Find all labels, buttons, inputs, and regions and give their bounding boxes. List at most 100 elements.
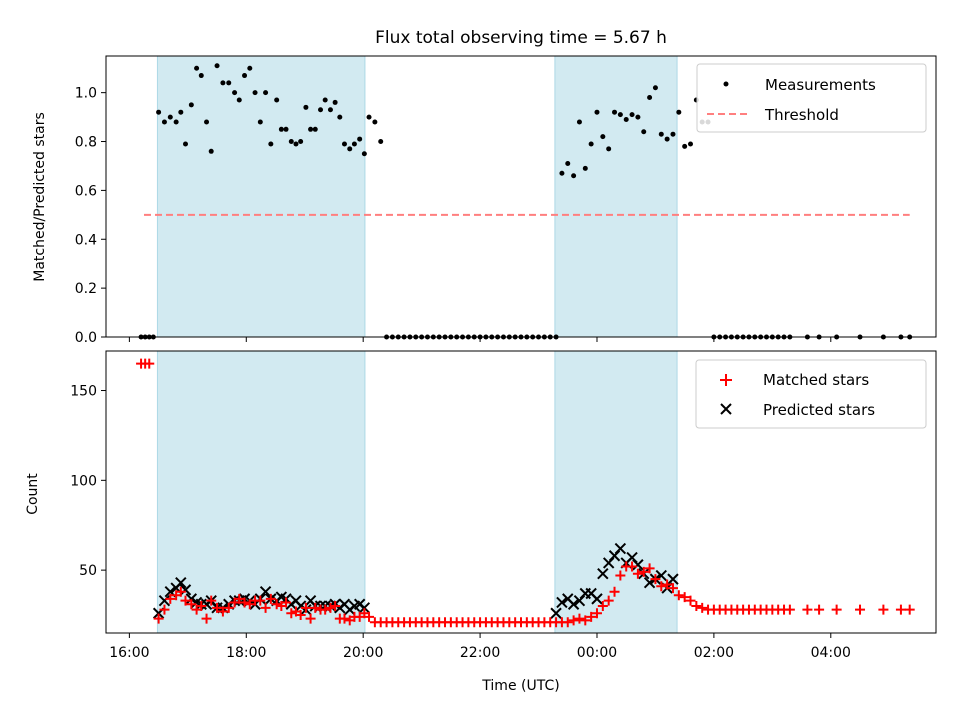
matched-star-point	[562, 617, 573, 628]
legend-predicted-marker	[720, 403, 732, 415]
measurement-point	[220, 80, 226, 86]
measurement-point	[347, 146, 353, 152]
measurement-point	[208, 148, 214, 154]
y-tick-label: 150	[70, 384, 97, 400]
count-legend-box	[695, 359, 927, 429]
y-tick-label: 0.0	[75, 330, 97, 346]
matched-star-point	[244, 599, 255, 610]
legend-measurements-label: Measurements	[765, 76, 876, 94]
y-tick-label: 0.2	[75, 281, 97, 297]
matched-star-point	[603, 595, 614, 606]
matched-star-point	[904, 604, 915, 615]
x-axis-label: Time (UTC)	[481, 678, 559, 694]
matched-star-point	[186, 599, 197, 610]
predicted-star-point	[614, 542, 627, 555]
y-tick-label: 50	[79, 563, 97, 579]
matched-star-point	[223, 602, 234, 613]
y-tick-label: 0.4	[75, 232, 97, 248]
measurement-point	[178, 109, 184, 115]
measurement-point	[378, 139, 384, 145]
measurement-point	[332, 99, 338, 105]
measurement-point	[635, 114, 641, 120]
measurement-point	[293, 141, 299, 147]
x-tick-label: 20:00	[343, 645, 383, 661]
matched-star-point	[638, 566, 649, 577]
matched-star-point	[144, 358, 155, 369]
measurement-point	[357, 136, 363, 142]
counts-layer	[136, 358, 915, 628]
measurement-point	[167, 114, 173, 120]
predicted-star-point	[550, 607, 562, 619]
matched-star-point	[673, 590, 684, 601]
matched-star-point	[175, 586, 186, 597]
predicted-star-point	[591, 593, 603, 605]
matched-star-point	[300, 602, 311, 613]
matched-star-point	[165, 593, 176, 604]
measurement-point	[623, 117, 629, 123]
matched-star-point	[597, 601, 608, 612]
measurement-point	[676, 109, 682, 115]
measurement-point	[688, 141, 694, 147]
measurement-point	[288, 139, 294, 145]
legend-matched-label: Matched stars	[763, 371, 869, 389]
ratio-legend: Measurements Threshold	[696, 63, 927, 133]
matched-star-point	[255, 595, 266, 606]
measurement-point	[156, 109, 162, 115]
count-axes: 50 100 150 16:00 18:00 20:00 22:00 00:00 02:00 04…	[70, 384, 851, 661]
measurement-point	[629, 112, 635, 118]
measurement-point	[312, 126, 318, 132]
measurement-point	[188, 102, 194, 108]
measurement-point	[263, 90, 269, 96]
measurement-point	[582, 165, 588, 171]
ratio-panel: 0.0 0.2 0.4 0.6 0.8 1.0 Matched/Predicted sta…	[32, 55, 937, 346]
count-plot-frame	[105, 350, 937, 634]
count-legend: Matched stars Predicted stars	[695, 359, 927, 429]
matched-star-point	[632, 568, 643, 579]
ratio-plot-frame	[105, 55, 937, 338]
measurement-point	[351, 141, 357, 147]
measurement-point	[647, 95, 653, 101]
measurement-point	[161, 119, 167, 125]
matched-star-point	[305, 613, 316, 624]
predicted-star-point	[294, 600, 307, 612]
matched-star-point	[364, 611, 375, 622]
matched-star-point	[212, 602, 223, 613]
predicted-star-point	[185, 593, 198, 605]
matched-star-point	[310, 602, 321, 613]
chart-title: Flux total observing time = 5.67 h	[375, 28, 667, 48]
measurement-point	[226, 80, 232, 86]
measurement-point	[303, 104, 309, 110]
ratio-y-axis-label: Matched/Predicted stars	[32, 112, 48, 282]
measurement-point	[337, 114, 343, 120]
measurement-point	[571, 173, 577, 179]
x-tick-label: 18:00	[226, 645, 266, 661]
measurement-point	[204, 119, 210, 125]
x-tick-label: 16:00	[109, 645, 149, 661]
matched-star-point	[159, 604, 170, 615]
measurement-point	[652, 85, 658, 91]
predicted-star-point	[158, 594, 171, 607]
matched-star-point	[697, 602, 708, 613]
measurement-point	[318, 107, 324, 113]
matched-star-point	[784, 604, 795, 615]
measurement-point	[232, 90, 238, 96]
predicted-star-point	[179, 584, 192, 596]
matched-star-point	[591, 608, 602, 619]
measurement-point	[308, 126, 314, 132]
matched-star-point	[153, 613, 164, 624]
ratio-legend-box	[696, 63, 927, 133]
matched-star-point	[586, 611, 597, 622]
matched-star-point	[627, 561, 638, 572]
matched-star-point	[574, 613, 585, 624]
count-panel: 50 100 150 16:00 18:00 20:00 22:00 00:00 02:00 04…	[25, 350, 937, 694]
measurement-point	[612, 109, 618, 115]
matched-star-point	[339, 613, 350, 624]
measurement-point	[576, 119, 582, 125]
predicted-star-point	[175, 576, 187, 589]
matched-star-point	[239, 597, 250, 608]
predicted-star-point	[556, 596, 568, 609]
matched-star-point	[650, 574, 661, 585]
matched-star-point	[286, 608, 297, 619]
matched-star-point	[895, 604, 906, 615]
